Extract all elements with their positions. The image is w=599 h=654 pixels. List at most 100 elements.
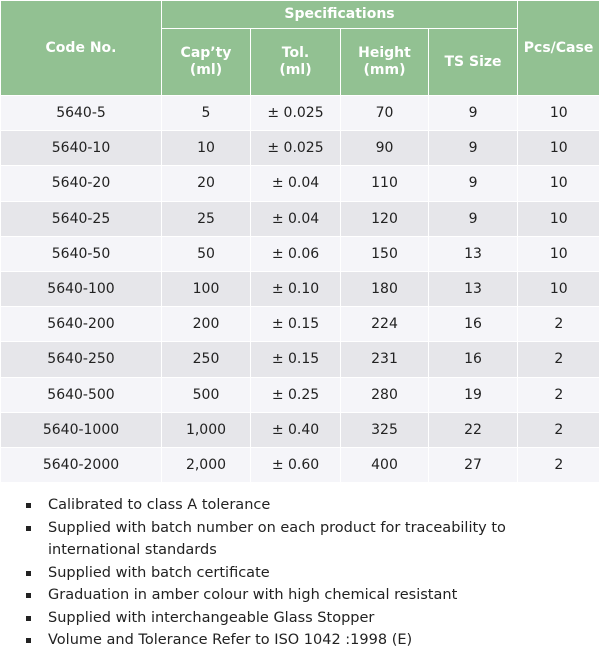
table-cell: 5640-500 — [0, 376, 162, 413]
group-header: Specifications — [160, 0, 519, 29]
table-cell: 13 — [427, 270, 518, 307]
table-row: 5640-25 25 ± 0.04 120 9 10 — [0, 200, 599, 237]
table-row: 5640-100 100 ± 0.10 180 13 10 — [0, 270, 599, 307]
table-cell: 280 — [340, 376, 429, 413]
table-cell: 20 — [161, 165, 251, 202]
table-cell: 250 — [161, 341, 251, 377]
table-cell: 5 — [161, 94, 251, 131]
table-cell: 16 — [427, 341, 518, 377]
table-cell: 5640-1000 — [0, 411, 162, 448]
header-cell: Cap’ty (ml) — [161, 28, 251, 96]
table-cell: ± 0.025 — [250, 130, 341, 166]
header-text: Cap’ty — [180, 45, 232, 61]
header-text: Height — [358, 45, 411, 61]
table-cell: 500 — [161, 376, 251, 413]
table-cell: 10 — [517, 130, 599, 166]
table-cell: 16 — [427, 306, 518, 342]
table-cell: 5640-100 — [0, 270, 162, 307]
header-cell: Pcs/Case — [517, 0, 599, 96]
header-text: (ml) — [189, 62, 223, 78]
table-cell: 2 — [517, 411, 599, 448]
table-cell: ± 0.25 — [250, 376, 341, 413]
table-cell: 2 — [517, 446, 599, 483]
table-cell: 2 — [517, 341, 599, 377]
table-cell: 180 — [340, 270, 429, 307]
table-cell: ± 0.40 — [250, 411, 341, 448]
header-text: TS Size — [444, 53, 502, 70]
table-header: Code No. Specifications Pcs/Case Cap’ty(… — [0, 0, 599, 96]
table-row: 5640-50 50 ± 0.06 150 13 10 — [0, 235, 599, 272]
table-row: 5640-200 200 ± 0.15 224 16 2 — [0, 306, 599, 342]
table-cell: 5640-200 — [0, 306, 162, 342]
table-cell: 2,000 — [161, 446, 251, 483]
notes-list: Calibrated to class A tolerance Supplied … — [0, 494, 599, 652]
header-text: Tol. — [281, 45, 310, 61]
header-text: (mm) — [363, 62, 406, 78]
table-cell: 22 — [427, 411, 518, 448]
table-cell: 70 — [340, 94, 429, 131]
table-cell: ± 0.04 — [250, 200, 341, 237]
note-item: Graduation in amber colour with high che… — [26, 584, 599, 607]
table-row: 5640-2000 2,000 ± 0.60 400 27 2 — [0, 446, 599, 483]
table-cell: 27 — [427, 446, 518, 483]
header-cell: Height (mm) — [340, 28, 429, 96]
table-cell: 1,000 — [161, 411, 251, 448]
table-row: 5640-5 5 ± 0.025 70 9 10 — [0, 94, 599, 131]
table-cell: 400 — [340, 446, 429, 483]
table-cell: 5640-50 — [0, 235, 162, 272]
note-item: Calibrated to class A tolerance — [26, 494, 599, 517]
note-item: Supplied with batch certificate — [26, 562, 599, 585]
header-cell: Tol. (ml) — [250, 28, 341, 96]
table-cell: ± 0.10 — [250, 270, 341, 307]
spec-table: Code No. Specifications Pcs/Case Cap’ty(… — [0, 0, 599, 483]
table-cell: 5640-20 — [0, 165, 162, 202]
table-cell: 10 — [517, 235, 599, 272]
table-body: 5640-5 5 ± 0.025 70 9 10 5640-10 10 ± 0.025 90 9 10… — [0, 94, 599, 483]
table-cell: 10 — [517, 94, 599, 131]
table-cell: 120 — [340, 200, 429, 237]
table-cell: 25 — [161, 200, 251, 237]
table-cell: 100 — [161, 270, 251, 307]
table-row: 5640-20 20 ± 0.04 110 9 10 — [0, 165, 599, 202]
table-cell: 231 — [340, 341, 429, 377]
table-cell: 9 — [427, 130, 518, 166]
table-cell: 200 — [161, 306, 251, 342]
table-cell: 2 — [517, 376, 599, 413]
table-row: 5640-1000 1,000 ± 0.40 325 22 2 — [0, 411, 599, 448]
table-cell: ± 0.15 — [250, 306, 341, 342]
table-cell: 5640-10 — [0, 130, 162, 166]
table-row: 5640-10 10 ± 0.025 90 9 10 — [0, 130, 599, 166]
header-cell: TS Size — [427, 28, 519, 96]
table-cell: 5640-250 — [0, 341, 162, 377]
note-item: Supplied with interchangeable Glass Stop… — [26, 607, 599, 630]
table-cell: 90 — [340, 130, 429, 166]
table-cell: 10 — [517, 270, 599, 307]
table-cell: 9 — [427, 94, 518, 131]
table-cell: 19 — [427, 376, 518, 413]
table-cell: ± 0.025 — [250, 94, 341, 131]
table-cell: 2 — [517, 306, 599, 342]
table-cell: 110 — [340, 165, 429, 202]
table-cell: 13 — [427, 235, 518, 272]
header-text: (ml) — [279, 62, 312, 78]
table-row: 5640-500 500 ± 0.25 280 19 2 — [0, 376, 599, 413]
table-cell: 50 — [161, 235, 251, 272]
table-cell: 10 — [161, 130, 251, 166]
table-cell: 224 — [340, 306, 429, 342]
note-item: Supplied with batch number on each produ… — [26, 517, 599, 562]
table-cell: ± 0.15 — [250, 341, 341, 377]
table-cell: 10 — [517, 200, 599, 237]
table-cell: 5640-5 — [0, 94, 162, 131]
table-cell: 9 — [427, 200, 518, 237]
note-item: Volume and Tolerance Refer to ISO 1042 :… — [26, 629, 599, 652]
table-row: 5640-250 250 ± 0.15 231 16 2 — [0, 341, 599, 377]
table-cell: 5640-25 — [0, 200, 162, 237]
table-cell: ± 0.60 — [250, 446, 341, 483]
table-cell: 10 — [517, 165, 599, 202]
table-cell: ± 0.04 — [250, 165, 341, 202]
header-cell: Code No. — [0, 0, 162, 96]
table-cell: 150 — [340, 235, 429, 272]
table-cell: 9 — [427, 165, 518, 202]
table-cell: 5640-2000 — [0, 446, 162, 483]
